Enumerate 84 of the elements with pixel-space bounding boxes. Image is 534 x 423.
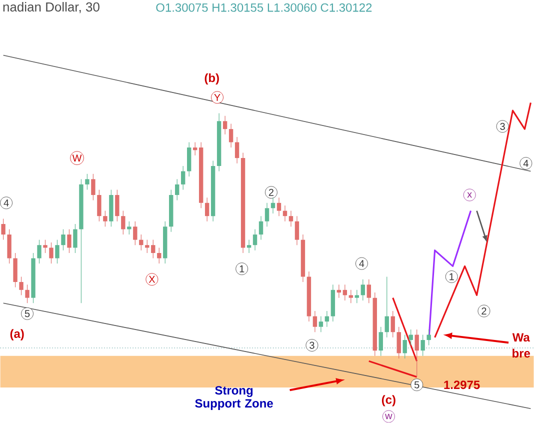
- chart-title: nadian Dollar, 30: [3, 2, 100, 14]
- annotation: x: [467, 192, 472, 198]
- candlestick: [294, 216, 300, 246]
- annotation: 4: [523, 160, 528, 167]
- candlestick: [252, 229, 258, 251]
- candlestick: [186, 142, 192, 177]
- candlestick: [414, 329, 419, 378]
- candlestick: [258, 216, 264, 240]
- candlestick: [288, 210, 294, 228]
- candlestick: [228, 124, 234, 148]
- candlestick: [192, 142, 198, 156]
- candlestick: [67, 229, 72, 254]
- candlestick: [73, 224, 78, 254]
- candlestick: [408, 329, 413, 346]
- candlestick: [1, 218, 6, 240]
- annotation: 4: [4, 200, 9, 206]
- candlestick: [336, 284, 342, 298]
- text: 5: [414, 382, 420, 388]
- candlestick: [139, 234, 144, 251]
- annotation: 2: [482, 308, 486, 315]
- candlestick: [420, 334, 425, 356]
- candlestick: [151, 240, 156, 259]
- candlestick: [55, 240, 60, 264]
- candlestick: [282, 205, 288, 222]
- annotation: 3: [310, 342, 314, 349]
- candlestick: [133, 221, 138, 246]
- text: (c): [382, 395, 396, 406]
- candlestick: [145, 240, 150, 254]
- candlestick: [270, 197, 276, 214]
- candlestick: [127, 221, 132, 235]
- text: (b): [204, 74, 219, 85]
- candlestick: [19, 276, 24, 296]
- candlestick: [37, 240, 42, 264]
- candlestick: [85, 174, 90, 190]
- candlestick: [25, 284, 30, 304]
- candlestick: [175, 179, 180, 201]
- text: Y: [214, 94, 220, 101]
- annotation: 4: [359, 260, 364, 268]
- candlestick: [342, 284, 348, 301]
- candlestick: [222, 116, 228, 135]
- annotation: 1: [450, 273, 454, 280]
- candlestick: [121, 210, 126, 235]
- annotation: Wa: [512, 333, 530, 342]
- candlestick: [43, 240, 48, 254]
- candlestick: [360, 279, 365, 301]
- candlestick: [324, 310, 330, 328]
- candlestick: [348, 290, 354, 304]
- annotation: X: [148, 276, 156, 283]
- candlestick: [396, 326, 401, 359]
- text: w: [385, 414, 392, 420]
- candlestick: [384, 276, 389, 338]
- annotation: W: [72, 154, 82, 162]
- candlestick: [366, 279, 371, 304]
- candlestick: [49, 242, 54, 264]
- annotation: bre: [512, 348, 530, 358]
- candlestick: [91, 174, 96, 201]
- candlestick: [246, 240, 252, 254]
- annotation: 3: [500, 123, 505, 130]
- text: Strong Support Zone: [195, 386, 273, 410]
- candlestick: [115, 190, 120, 222]
- candlestick: [402, 334, 407, 359]
- chart-subtitle: O1.30075 H1.30155 L1.30060 C1.30122: [156, 3, 372, 12]
- candlestick: [181, 166, 186, 190]
- annotation: 5: [24, 310, 30, 318]
- candlestick: [234, 136, 240, 164]
- candlestick: [7, 229, 12, 264]
- candlestick: [97, 190, 102, 222]
- candlestick: [378, 326, 383, 356]
- candlestick: [103, 210, 108, 228]
- candlestick: [426, 329, 431, 346]
- candlestick: [390, 310, 395, 338]
- candlestick: [276, 197, 282, 217]
- candlestick: [264, 202, 270, 228]
- candlestick: [13, 252, 18, 288]
- candlestick: [157, 248, 162, 264]
- annotation: (a): [10, 329, 24, 340]
- candlestick: [318, 316, 324, 333]
- annotation: 2: [268, 189, 274, 196]
- candlestick: [354, 290, 359, 304]
- candlestick: [312, 310, 318, 333]
- candlestick: [61, 229, 66, 251]
- annotation: 1: [240, 266, 244, 272]
- text: 1.2975: [444, 380, 480, 390]
- candlestick: [204, 197, 210, 222]
